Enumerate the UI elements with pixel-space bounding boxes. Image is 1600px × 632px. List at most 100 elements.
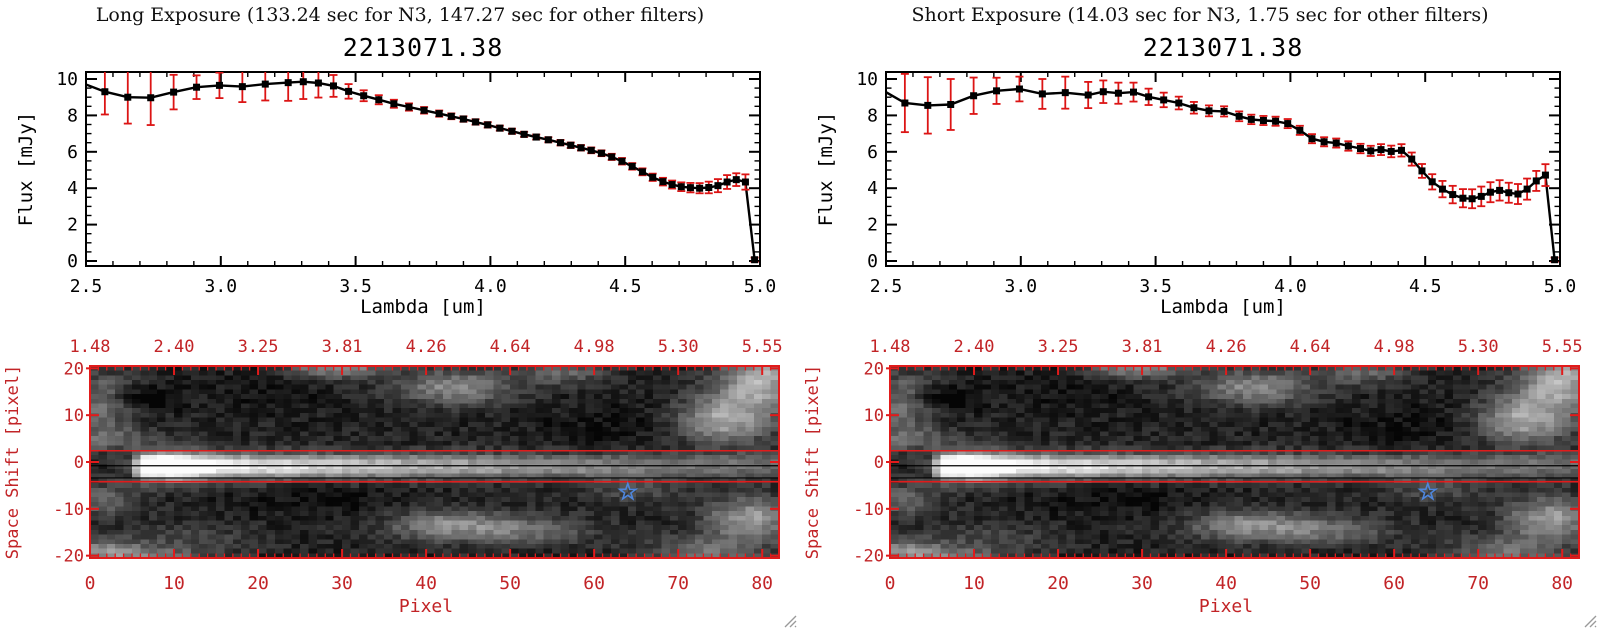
- flux-x-axis-title: Lambda [um]: [360, 296, 486, 318]
- image-y-tick-label: 0: [874, 453, 884, 473]
- flux-y-tick-label: 2: [67, 215, 78, 236]
- flux-y-tick-label: 10: [856, 69, 878, 90]
- data-point-marker: [544, 136, 552, 144]
- data-point-marker: [1247, 115, 1255, 123]
- data-point-marker: [714, 182, 722, 190]
- image-x-tick-label: 70: [1467, 573, 1489, 594]
- flux-y-ticks: [886, 78, 1560, 262]
- data-point-marker: [329, 82, 337, 90]
- data-point-marker: [472, 118, 480, 126]
- wavelength-top-label: 3.25: [238, 337, 279, 357]
- wavelength-top-label: 3.81: [322, 337, 363, 357]
- image-x-tick-label: 30: [331, 573, 353, 594]
- data-point-marker: [1235, 112, 1243, 120]
- data-point-marker: [405, 103, 413, 111]
- spectral-2d-image: [890, 366, 1579, 558]
- data-point-marker: [1523, 185, 1531, 193]
- image-y-tick-label: 10: [64, 406, 84, 426]
- data-point-marker: [1356, 145, 1364, 153]
- flux-y-tick-label: 8: [867, 105, 878, 126]
- data-point-marker: [1272, 117, 1280, 125]
- flux-data-series: [886, 73, 1559, 264]
- data-point-marker: [1486, 188, 1494, 196]
- data-point-marker: [705, 183, 713, 191]
- image-y-tick-label: -20: [853, 547, 884, 567]
- data-point-marker: [1175, 99, 1183, 107]
- data-point-marker: [1129, 88, 1137, 96]
- data-point-marker: [1332, 139, 1340, 147]
- data-point-marker: [193, 83, 201, 91]
- resize-grip-lines: [1584, 615, 1597, 628]
- image-x-tick-label: 60: [1383, 573, 1405, 594]
- flux-x-axis-title: Lambda [um]: [1160, 296, 1286, 318]
- image-x-tick-label: 60: [583, 573, 605, 594]
- wavelength-top-label: 3.81: [1122, 337, 1163, 357]
- data-point-marker: [1145, 93, 1153, 101]
- data-point-marker: [741, 178, 749, 186]
- wavelength-top-label: 3.25: [1038, 337, 1079, 357]
- resize-grip-icon[interactable]: [1581, 612, 1597, 628]
- flux-line: [886, 87, 1556, 260]
- flux-y-tick-label: 4: [67, 178, 78, 199]
- data-point-marker: [1284, 120, 1292, 128]
- data-point-marker: [390, 100, 398, 108]
- flux-markers: [901, 85, 1559, 264]
- data-point-marker: [732, 176, 740, 184]
- flux-x-tick-label: 4.0: [474, 276, 507, 297]
- data-point-marker: [1099, 88, 1107, 96]
- data-point-marker: [947, 100, 955, 108]
- flux-x-tick-label: 5.0: [744, 276, 777, 297]
- image-x-tick-label: 50: [499, 573, 521, 594]
- image-y-tick-label: 10: [864, 406, 884, 426]
- data-point-marker: [751, 256, 759, 264]
- flux-x-tick-label: 3.0: [1005, 276, 1038, 297]
- flux-x-tick-label: 4.5: [609, 276, 642, 297]
- wavelength-top-label: 5.55: [1542, 337, 1583, 357]
- flux-x-tick-label: 3.0: [205, 276, 238, 297]
- data-point-marker: [170, 88, 178, 96]
- flux-x-tick-label: 2.5: [870, 276, 903, 297]
- wavelength-top-label: 5.30: [658, 337, 699, 357]
- resize-grip-icon[interactable]: [781, 612, 797, 628]
- image-x-tick-label: 10: [163, 573, 185, 594]
- data-point-marker: [1551, 256, 1559, 264]
- flux-markers: [101, 78, 759, 264]
- data-point-marker: [901, 99, 909, 107]
- data-point-marker: [1505, 189, 1513, 197]
- data-point-marker: [638, 168, 646, 176]
- data-point-marker: [1259, 116, 1267, 124]
- data-point-marker: [238, 83, 246, 91]
- data-point-marker: [1438, 185, 1446, 193]
- data-point-marker: [1408, 155, 1416, 163]
- flux-x-tick-label: 3.5: [339, 276, 372, 297]
- data-point-marker: [677, 183, 685, 191]
- resize-grip-lines: [784, 615, 797, 628]
- flux-plot: 2.5 3.0 3.5 4.0 4.5 5.0 0 2 4 6 8 10 Lambda [um] Flux…: [815, 69, 1576, 318]
- window-long-exposure: Long Exposure (133.24 sec for N3, 147.27…: [0, 0, 800, 630]
- data-point-marker: [696, 184, 704, 192]
- image-x-tick-label: 80: [751, 573, 773, 594]
- wavelength-top-label: 5.30: [1458, 337, 1499, 357]
- data-point-marker: [101, 88, 109, 96]
- image-x-axis-title: Pixel: [1199, 596, 1253, 617]
- flux-y-tick-label: 2: [867, 215, 878, 236]
- data-point-marker: [345, 87, 353, 95]
- data-point-marker: [1468, 195, 1476, 203]
- data-point-marker: [532, 133, 540, 141]
- flux-y-axis-title: Flux [mJy]: [15, 112, 37, 226]
- data-point-marker: [597, 149, 605, 157]
- data-point-marker: [508, 127, 516, 135]
- flux-error-bars: [900, 73, 1559, 263]
- flux-y-tick-label: 0: [67, 251, 78, 272]
- flux-line: [86, 80, 756, 260]
- image-x-tick-label: 0: [885, 573, 896, 594]
- data-point-marker: [618, 157, 626, 165]
- data-point-marker: [375, 96, 383, 104]
- wavelength-top-label: 2.40: [954, 337, 995, 357]
- image-x-tick-label: 40: [415, 573, 437, 594]
- data-point-marker: [1308, 135, 1316, 143]
- flux-x-tick-label: 3.5: [1139, 276, 1172, 297]
- data-point-marker: [299, 78, 307, 86]
- data-point-marker: [970, 92, 978, 100]
